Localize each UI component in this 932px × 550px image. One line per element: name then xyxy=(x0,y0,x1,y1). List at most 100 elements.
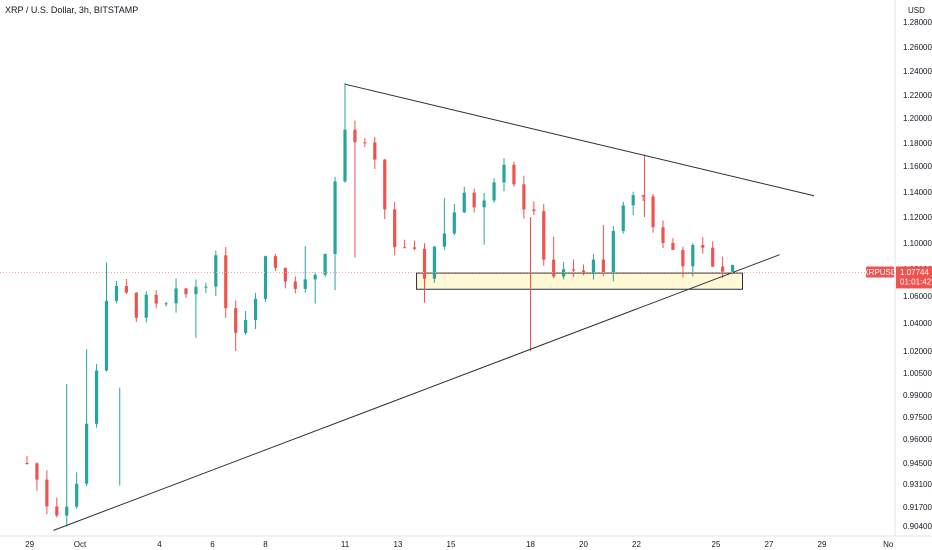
trendline-descending[interactable] xyxy=(344,83,815,197)
candle-body xyxy=(432,246,437,279)
candle-body xyxy=(631,195,635,206)
time-tick-label: No xyxy=(883,540,894,549)
time-axis: 29 Oct 4 6 8 11 13 15 18 20 22 25 27 29 No xyxy=(0,535,932,549)
price-tick-label: 1.04000 xyxy=(903,319,932,328)
price-tick-label: 1.00500 xyxy=(903,369,932,378)
price-tick-label: 1.14000 xyxy=(903,188,932,197)
trendlines-layer xyxy=(53,83,815,531)
candle-body xyxy=(164,303,168,305)
price-tick-label: 1.20000 xyxy=(903,114,932,123)
price-tick-label: 1.24000 xyxy=(903,67,932,76)
candle-body xyxy=(313,274,317,280)
candle-body xyxy=(45,479,49,507)
time-tick-label: 11 xyxy=(341,540,350,549)
time-tick-label: 4 xyxy=(157,540,162,549)
price-tick-label: 0.91700 xyxy=(903,503,932,512)
price-tick-label: 0.97500 xyxy=(903,413,932,422)
candle-body xyxy=(75,483,79,507)
candle-body xyxy=(562,269,566,277)
candle-body xyxy=(234,308,238,333)
candle-body xyxy=(263,256,268,299)
time-tick-label: 22 xyxy=(632,540,641,549)
candle-body xyxy=(224,255,228,309)
candle-body xyxy=(333,181,337,255)
time-tick-label: 13 xyxy=(394,540,403,549)
candle-body xyxy=(214,255,218,287)
candle-body xyxy=(343,129,347,182)
candle-body xyxy=(303,279,307,289)
candle-body xyxy=(25,463,29,464)
chart-title: XRP / U.S. Dollar, 3h, BITSTAMP xyxy=(5,5,139,15)
candle-body xyxy=(253,298,258,320)
price-tick-label: 0.90400 xyxy=(903,522,932,531)
candle-body xyxy=(35,463,39,480)
candle-body xyxy=(671,242,675,250)
candle-body xyxy=(323,254,327,275)
candle-body xyxy=(184,288,188,295)
price-tick-label: 1.12000 xyxy=(903,213,932,222)
candle-body xyxy=(542,211,546,260)
candle-body xyxy=(273,256,278,268)
candle-body xyxy=(124,286,128,293)
candle-body xyxy=(194,286,198,295)
candle-body xyxy=(581,270,586,274)
candle-body xyxy=(532,209,536,212)
candle-body xyxy=(403,247,407,249)
candle-body xyxy=(134,292,138,318)
time-tick-label: 25 xyxy=(712,540,721,549)
time-tick-label: 15 xyxy=(447,540,456,549)
candle-body xyxy=(114,286,119,301)
candle-body xyxy=(373,142,377,160)
price-tick-label: 0.99000 xyxy=(903,391,932,400)
candles-layer xyxy=(25,83,735,527)
candle-body xyxy=(412,247,417,249)
candle-body xyxy=(393,209,397,248)
last-price-label: 1.07744 xyxy=(900,268,929,277)
candle-body xyxy=(711,247,715,267)
candle-body xyxy=(65,506,69,516)
time-tick-label: 29 xyxy=(25,540,34,549)
candle-body xyxy=(353,129,357,143)
candle-body xyxy=(452,212,456,234)
candle-body xyxy=(204,286,208,288)
time-tick-label: 6 xyxy=(210,540,215,549)
candle-body xyxy=(721,266,725,272)
last-price-tag xyxy=(896,266,932,289)
time-tick-label: 18 xyxy=(526,540,535,549)
price-tick-label: 0.93100 xyxy=(903,480,932,489)
price-tick-label: 1.02000 xyxy=(903,347,932,356)
candle-body xyxy=(154,294,158,304)
candle-body xyxy=(512,164,516,185)
candle-body xyxy=(691,244,695,267)
candle-body xyxy=(144,294,148,318)
candle-body xyxy=(104,300,109,371)
candle-body xyxy=(174,288,178,304)
candle-body xyxy=(94,370,99,424)
candle-body xyxy=(363,142,367,144)
support-zone[interactable] xyxy=(416,272,743,290)
time-tick-label: 8 xyxy=(263,540,268,549)
candle-body xyxy=(422,248,427,279)
time-tick-label: 27 xyxy=(765,540,774,549)
candle-body xyxy=(462,192,466,213)
price-tick-label: 1.06000 xyxy=(903,292,932,301)
candle-body xyxy=(591,259,596,274)
candle-body xyxy=(522,184,526,210)
price-axis: 1.30000 1.28000 1.26000 1.24000 1.22000 1.200… xyxy=(894,0,932,536)
candle-body xyxy=(293,281,297,289)
price-tick-label: 1.16000 xyxy=(903,162,932,171)
candle-body xyxy=(492,182,496,201)
price-tick-label: 0.94500 xyxy=(903,459,932,468)
candle-body xyxy=(641,195,645,197)
price-tick-label: 0.96000 xyxy=(903,435,932,444)
trendline-ascending[interactable] xyxy=(53,254,780,531)
candle-body xyxy=(383,159,387,210)
candle-body xyxy=(552,259,556,277)
candle-body xyxy=(611,231,615,272)
time-tick-label: 20 xyxy=(579,540,588,549)
candle-body xyxy=(681,249,685,267)
support-zone-layer xyxy=(416,272,743,290)
time-tick-label: 29 xyxy=(818,540,827,549)
